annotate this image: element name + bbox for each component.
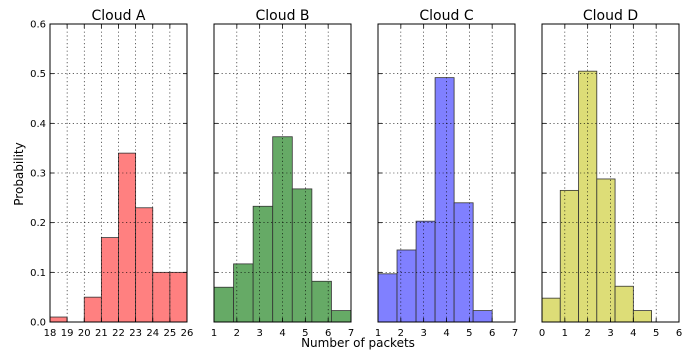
cloud-c-bar [434, 77, 455, 323]
cloud-a-x-tick-label: 22 [112, 328, 125, 339]
cloud-a-y-tick-label: 0.3 [30, 169, 46, 180]
cloud-a-bar [49, 316, 68, 323]
cloud-b-bar [252, 205, 274, 323]
cloud-c-x-tick-label: 6 [489, 328, 495, 339]
cloud-a-x-tick-label: 18 [44, 328, 57, 339]
cloud-d-x-tick-label: 0 [539, 328, 545, 339]
cloud-a-x-tick-label: 24 [146, 328, 159, 339]
cloud-c-x-tick-label: 7 [512, 328, 518, 339]
cloud-d-bar [541, 297, 561, 323]
cloud-a-x-tick-label: 21 [95, 328, 108, 339]
chart-cloud-a: 18 19 20 21 22 23 24 25 26 0.0 0.1 0.2 0.3 0.4 0.5 0.6 C… [30, 8, 193, 339]
cloud-b-x-tick-label: 3 [256, 328, 262, 339]
cloud-a-x-tick-label: 19 [61, 328, 74, 339]
cloud-d-bar [614, 285, 634, 323]
cloud-d-x-tick-label: 3 [607, 328, 613, 339]
cloud-c-bar [396, 249, 417, 323]
cloud-a-y-tick-label: 0.6 [30, 20, 46, 31]
cloud-a-y-tick-label: 0.1 [30, 268, 46, 279]
cloud-c-x-tick-label: 5 [466, 328, 472, 339]
cloud-a-title: Cloud A [91, 8, 145, 24]
cloud-d-bar [596, 178, 616, 323]
cloud-c-x-tick-label: 4 [443, 328, 449, 339]
cloud-d-x-tick-label: 5 [653, 328, 659, 339]
cloud-b-x-tick-label: 4 [279, 328, 285, 339]
cloud-b-x-tick-label: 7 [348, 328, 354, 339]
x-axis-label: Number of packets [301, 336, 415, 350]
y-axis-label: Probability [12, 142, 26, 205]
chart-cloud-c: 1 2 3 4 5 6 7 Cloud C [375, 8, 518, 339]
cloud-c-x-tick-label: 2 [398, 328, 404, 339]
cloud-d-x-tick-label: 6 [676, 328, 682, 339]
cloud-a-y-tick-label: 0.4 [30, 119, 46, 130]
cloud-c-title: Cloud C [419, 8, 473, 24]
cloud-b-bar [311, 280, 332, 323]
cloud-d-title: Cloud D [583, 8, 638, 24]
cloud-b-x-tick-label: 1 [211, 328, 217, 339]
cloud-c-bar [415, 220, 436, 323]
cloud-a-x-tick-label: 20 [78, 328, 91, 339]
cloud-d-bar [632, 310, 652, 323]
cloud-c-x-tick-label: 3 [420, 328, 426, 339]
cloud-a-bar [100, 237, 119, 323]
cloud-a-bar [152, 271, 171, 323]
chart-panels: 18 19 20 21 22 23 24 25 260.00.10.20.30.40.50.6C… [30, 8, 682, 339]
chart-cloud-b: 1 2 3 4 5 6 7 Cloud B [211, 8, 354, 339]
cloud-a-bar [135, 207, 154, 323]
cloud-b-bar [213, 286, 234, 323]
cloud-b-x-tick-label: 2 [234, 328, 240, 339]
cloud-b-x-tick-label: 6 [325, 328, 331, 339]
cloud-a-x-tick-label: 26 [181, 328, 194, 339]
cloud-b-title: Cloud B [255, 8, 309, 24]
cloud-a-bar [83, 296, 102, 323]
cloud-a-y-tick-label: 0.2 [30, 218, 46, 229]
cloud-a-bar [169, 271, 188, 323]
cloud-a-x-tick-label: 23 [129, 328, 142, 339]
cloud-d-x-tick-label: 4 [630, 328, 636, 339]
cloud-b-bar [331, 310, 352, 323]
cloud-c-x-tick-label: 1 [375, 328, 381, 339]
cloud-c-bar [472, 310, 493, 323]
cloud-c-bar [453, 202, 474, 323]
cloud-d-bar [578, 70, 598, 323]
cloud-a-y-tick-label: 0.5 [30, 69, 46, 80]
cloud-b-bar [291, 188, 313, 323]
cloud-a-y-tick-label: 0.0 [30, 318, 46, 329]
cloud-b-x-tick-label: 5 [302, 328, 308, 339]
cloud-d-x-tick-label: 1 [562, 328, 568, 339]
cloud-d-bar [559, 189, 579, 323]
cloud-b-bar [233, 263, 254, 323]
cloud-c-bar [377, 273, 398, 323]
cloud-d-x-tick-label: 2 [584, 328, 590, 339]
chart-cloud-d: 0 1 2 3 4 5 6 Cloud D [539, 8, 682, 339]
cloud-a-bar [118, 152, 137, 323]
cloud-a-x-tick-label: 25 [164, 328, 177, 339]
